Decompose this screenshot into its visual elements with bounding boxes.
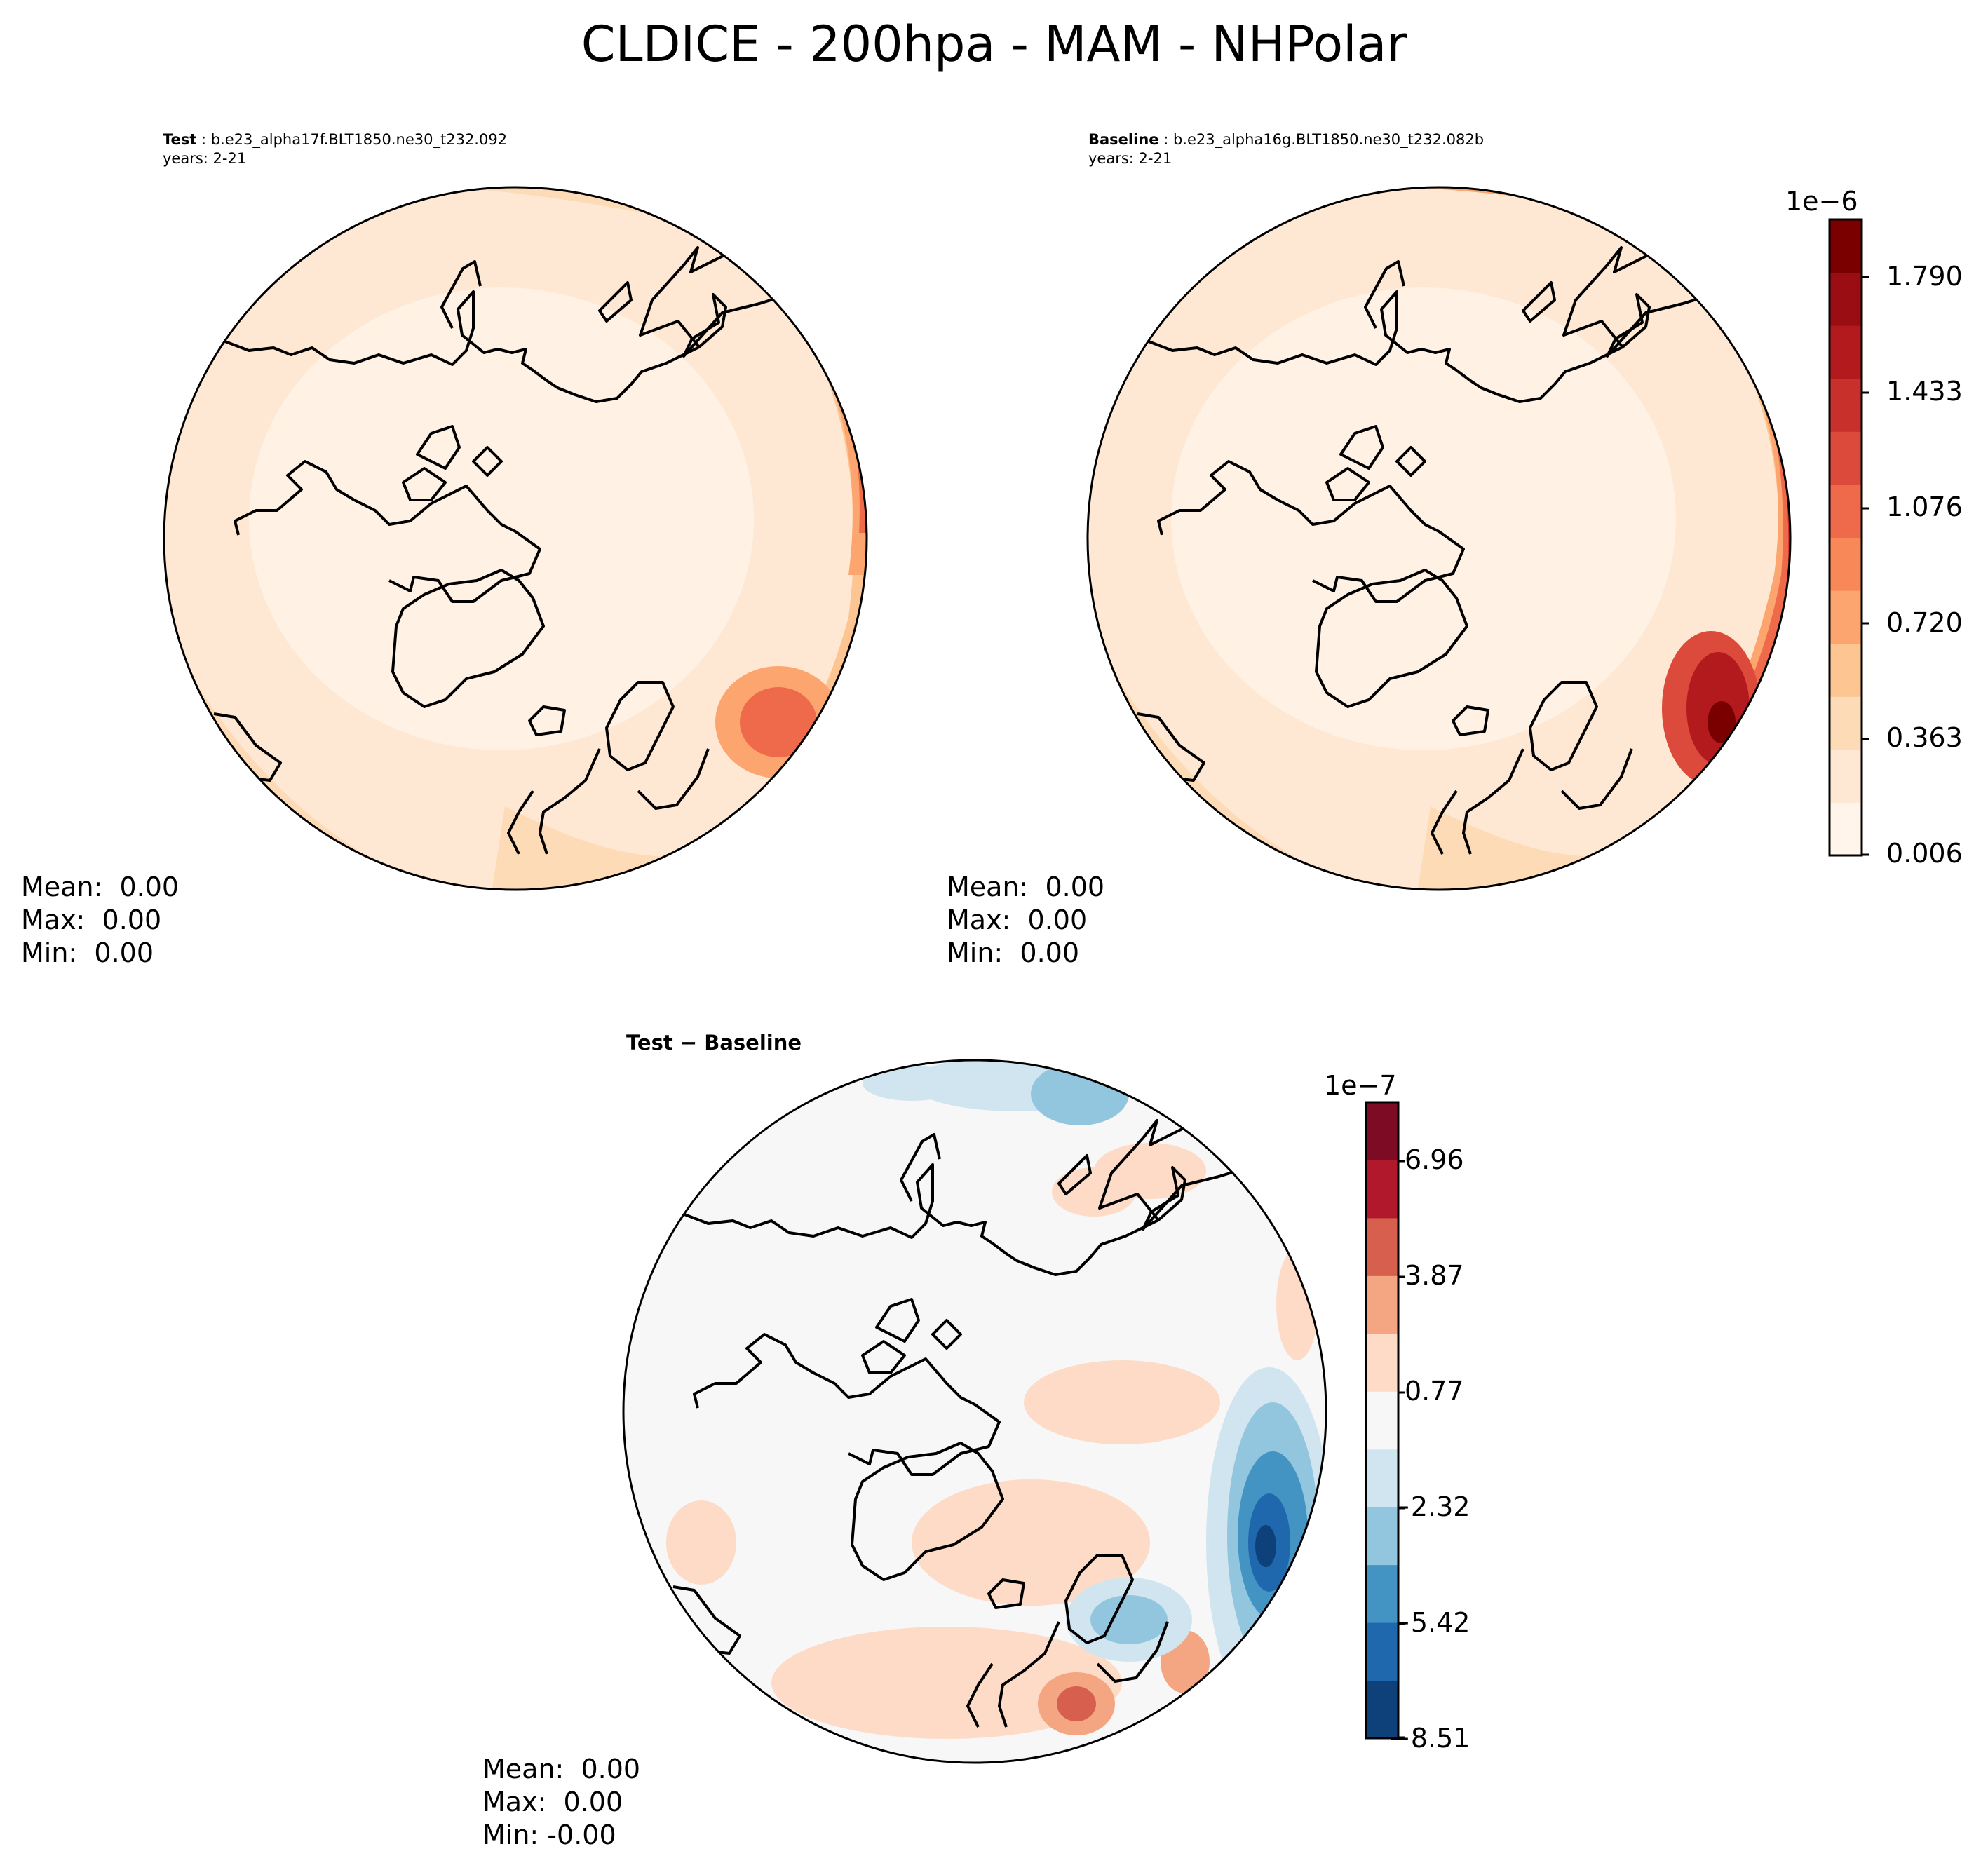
baseline-map-boundary <box>1086 186 1792 891</box>
main-tick-label: 0.720 <box>1886 607 1963 638</box>
diff-min: Min: -0.00 <box>482 1820 616 1850</box>
main-colorbar-segment <box>1830 802 1862 856</box>
main-tick-label: 1.076 <box>1886 492 1963 522</box>
test-panel-label: Test : b.e23_alpha17f.BLT1850.ne30_t232.… <box>163 130 507 168</box>
baseline-stats: Mean: 0.00 Max: 0.00 Min: 0.00 <box>947 871 1104 970</box>
diff-colorbar-segment <box>1366 1160 1398 1219</box>
diff-mean: Mean: 0.00 <box>482 1754 641 1784</box>
test-stats: Mean: 0.00 Max: 0.00 Min: 0.00 <box>21 871 179 970</box>
main-colorbar-frame <box>1828 218 1863 857</box>
diff-tick-label: 6.96 <box>1405 1144 1464 1175</box>
diff-tick-label: −2.32 <box>1388 1491 1470 1522</box>
diff-colorbar-exponent: 1e−7 <box>1324 1070 1397 1101</box>
main-colorbar-segment <box>1830 378 1862 432</box>
main-colorbar <box>1828 218 1869 857</box>
diff-colorbar-segment <box>1366 1449 1398 1507</box>
diff-colorbar <box>1365 1101 1405 1740</box>
baseline-mean: Mean: 0.00 <box>947 872 1105 902</box>
main-colorbar-segment <box>1830 590 1862 644</box>
test-mean: Mean: 0.00 <box>21 872 180 902</box>
diff-tick-label: −5.42 <box>1388 1607 1470 1638</box>
main-colorbar-segment <box>1830 325 1862 379</box>
diff-colorbar-segment <box>1366 1333 1398 1392</box>
baseline-label-bold: Baseline <box>1088 131 1159 148</box>
main-colorbar-segment <box>1830 749 1862 803</box>
test-years: years: 2-21 <box>163 150 247 167</box>
diff-panel-label: Test − Baseline <box>626 1031 802 1055</box>
test-max: Max: 0.00 <box>21 904 162 935</box>
main-colorbar-segment <box>1830 537 1862 591</box>
figure-title: CLDICE - 200hpa - MAM - NHPolar <box>581 15 1407 73</box>
baseline-min: Min: 0.00 <box>947 937 1079 968</box>
main-colorbar-segment <box>1830 643 1862 697</box>
main-colorbar-segment <box>1830 484 1862 538</box>
diff-colorbar-segment <box>1366 1564 1398 1623</box>
diff-tick-label: 0.77 <box>1405 1376 1464 1407</box>
diff-colorbar-segment <box>1366 1680 1398 1739</box>
diff-max: Max: 0.00 <box>482 1787 623 1817</box>
test-map-boundary <box>163 186 868 891</box>
main-colorbar-exponent: 1e−6 <box>1785 186 1858 217</box>
baseline-label-case: : b.e23_alpha16g.BLT1850.ne30_t232.082b <box>1158 131 1485 148</box>
baseline-max: Max: 0.00 <box>947 904 1088 935</box>
diff-colorbar-segment <box>1366 1102 1398 1160</box>
diff-tick-label: 3.87 <box>1405 1260 1464 1291</box>
diff-colorbar-frame <box>1365 1101 1400 1740</box>
diff-colorbar-segment <box>1366 1507 1398 1566</box>
main-colorbar-segment <box>1830 272 1862 326</box>
diff-colorbar-segment <box>1366 1622 1398 1681</box>
main-tick-label: 0.006 <box>1886 838 1963 869</box>
test-label-bold: Test <box>163 131 197 148</box>
main-tick-label: 1.433 <box>1886 376 1963 407</box>
baseline-panel-label: Baseline : b.e23_alpha16g.BLT1850.ne30_t… <box>1088 130 1484 168</box>
test-label-case: : b.e23_alpha17f.BLT1850.ne30_t232.092 <box>196 131 508 148</box>
main-colorbar-segment <box>1830 219 1862 273</box>
diff-colorbar-segment <box>1366 1391 1398 1450</box>
diff-colorbar-segment <box>1366 1275 1398 1334</box>
baseline-years: years: 2-21 <box>1088 150 1172 167</box>
main-tick-label: 1.790 <box>1886 261 1963 292</box>
diff-colorbar-segment <box>1366 1217 1398 1276</box>
diff-stats: Mean: 0.00 Max: 0.00 Min: -0.00 <box>482 1753 640 1852</box>
test-min: Min: 0.00 <box>21 937 154 968</box>
diff-map-boundary <box>622 1059 1327 1764</box>
main-colorbar-segment <box>1830 696 1862 750</box>
main-tick-label: 0.363 <box>1886 722 1963 753</box>
main-colorbar-segment <box>1830 431 1862 485</box>
